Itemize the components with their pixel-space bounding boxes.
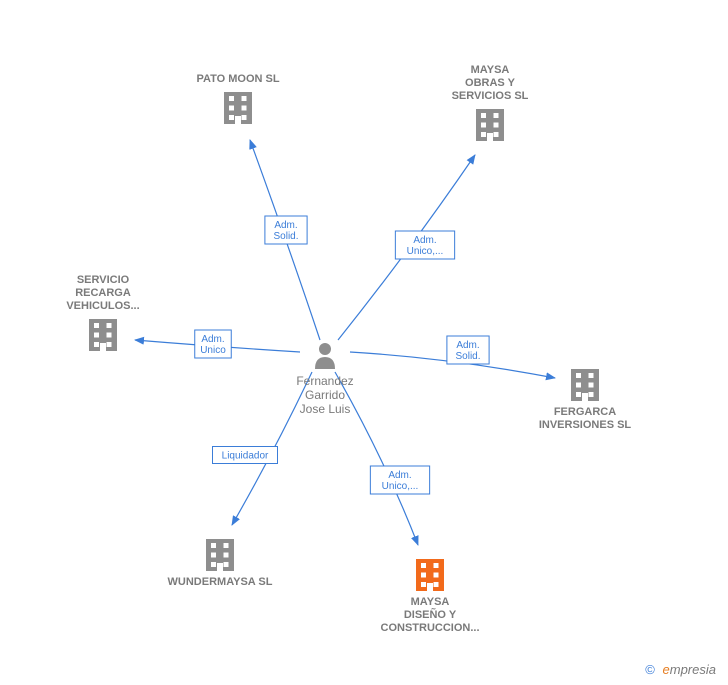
edge-label-fergarca: Adm.Solid. <box>447 336 489 364</box>
node-label-maysa_diseno: CONSTRUCCION... <box>381 622 480 634</box>
brand-initial: e <box>663 662 670 677</box>
node-label-maysa_obras: SERVICIOS SL <box>452 90 529 102</box>
copyright-symbol: © <box>645 662 655 677</box>
node-label-servicio: VEHICULOS... <box>66 300 139 312</box>
edge-label-maysa_obras: Adm.Unico,... <box>395 231 454 259</box>
node-label-maysa_diseno: DISEÑO Y <box>404 608 457 621</box>
node-label-wunder: WUNDERMAYSA SL <box>168 576 273 588</box>
svg-text:Adm.: Adm. <box>274 220 297 231</box>
center-label: Jose Luis <box>300 402 351 416</box>
node-label-maysa_obras: MAYSA <box>471 64 510 76</box>
node-maysa_obras[interactable]: MAYSAOBRAS YSERVICIOS SL <box>452 64 529 141</box>
node-servicio[interactable]: SERVICIORECARGAVEHICULOS... <box>66 274 139 351</box>
edge-label-wunder: Liquidador <box>213 447 278 464</box>
brand-rest: mpresia <box>670 662 716 677</box>
footer-attribution: © empresia <box>645 662 716 677</box>
node-label-fergarca: INVERSIONES SL <box>539 419 632 431</box>
svg-text:Adm.: Adm. <box>201 334 224 345</box>
node-label-maysa_diseno: MAYSA <box>411 596 450 608</box>
svg-text:Solid.: Solid. <box>455 351 480 362</box>
svg-text:Adm.: Adm. <box>388 470 411 481</box>
node-label-fergarca: FERGARCA <box>554 406 616 418</box>
svg-text:Unico: Unico <box>200 345 226 356</box>
center-label: Garrido <box>305 388 345 402</box>
edge-label-pato: Adm.Solid. <box>265 216 307 244</box>
center-person[interactable]: FernandezGarridoJose Luis <box>296 343 353 416</box>
node-label-servicio: SERVICIO <box>77 274 130 286</box>
node-label-pato: PATO MOON SL <box>196 73 279 85</box>
svg-text:Adm.: Adm. <box>413 235 436 246</box>
network-diagram: Adm.Solid.Adm.Unico,...Adm.UnicoAdm.Soli… <box>0 0 728 685</box>
node-pato[interactable]: PATO MOON SL <box>196 73 279 124</box>
center-label: Fernandez <box>296 374 353 388</box>
edge-maysa_diseno <box>335 372 418 545</box>
svg-text:Solid.: Solid. <box>273 231 298 242</box>
node-maysa_diseno[interactable]: MAYSADISEÑO YCONSTRUCCION... <box>381 559 480 634</box>
svg-text:Unico,...: Unico,... <box>382 481 419 492</box>
node-label-maysa_obras: OBRAS Y <box>465 77 516 89</box>
svg-text:Unico,...: Unico,... <box>407 246 444 257</box>
edge-label-maysa_diseno: Adm.Unico,... <box>370 466 429 494</box>
node-wunder[interactable]: WUNDERMAYSA SL <box>168 539 273 588</box>
svg-text:Liquidador: Liquidador <box>222 451 269 462</box>
edge-label-servicio: Adm.Unico <box>195 330 232 358</box>
svg-text:Adm.: Adm. <box>456 340 479 351</box>
node-label-servicio: RECARGA <box>75 287 131 299</box>
node-fergarca[interactable]: FERGARCAINVERSIONES SL <box>539 369 632 431</box>
